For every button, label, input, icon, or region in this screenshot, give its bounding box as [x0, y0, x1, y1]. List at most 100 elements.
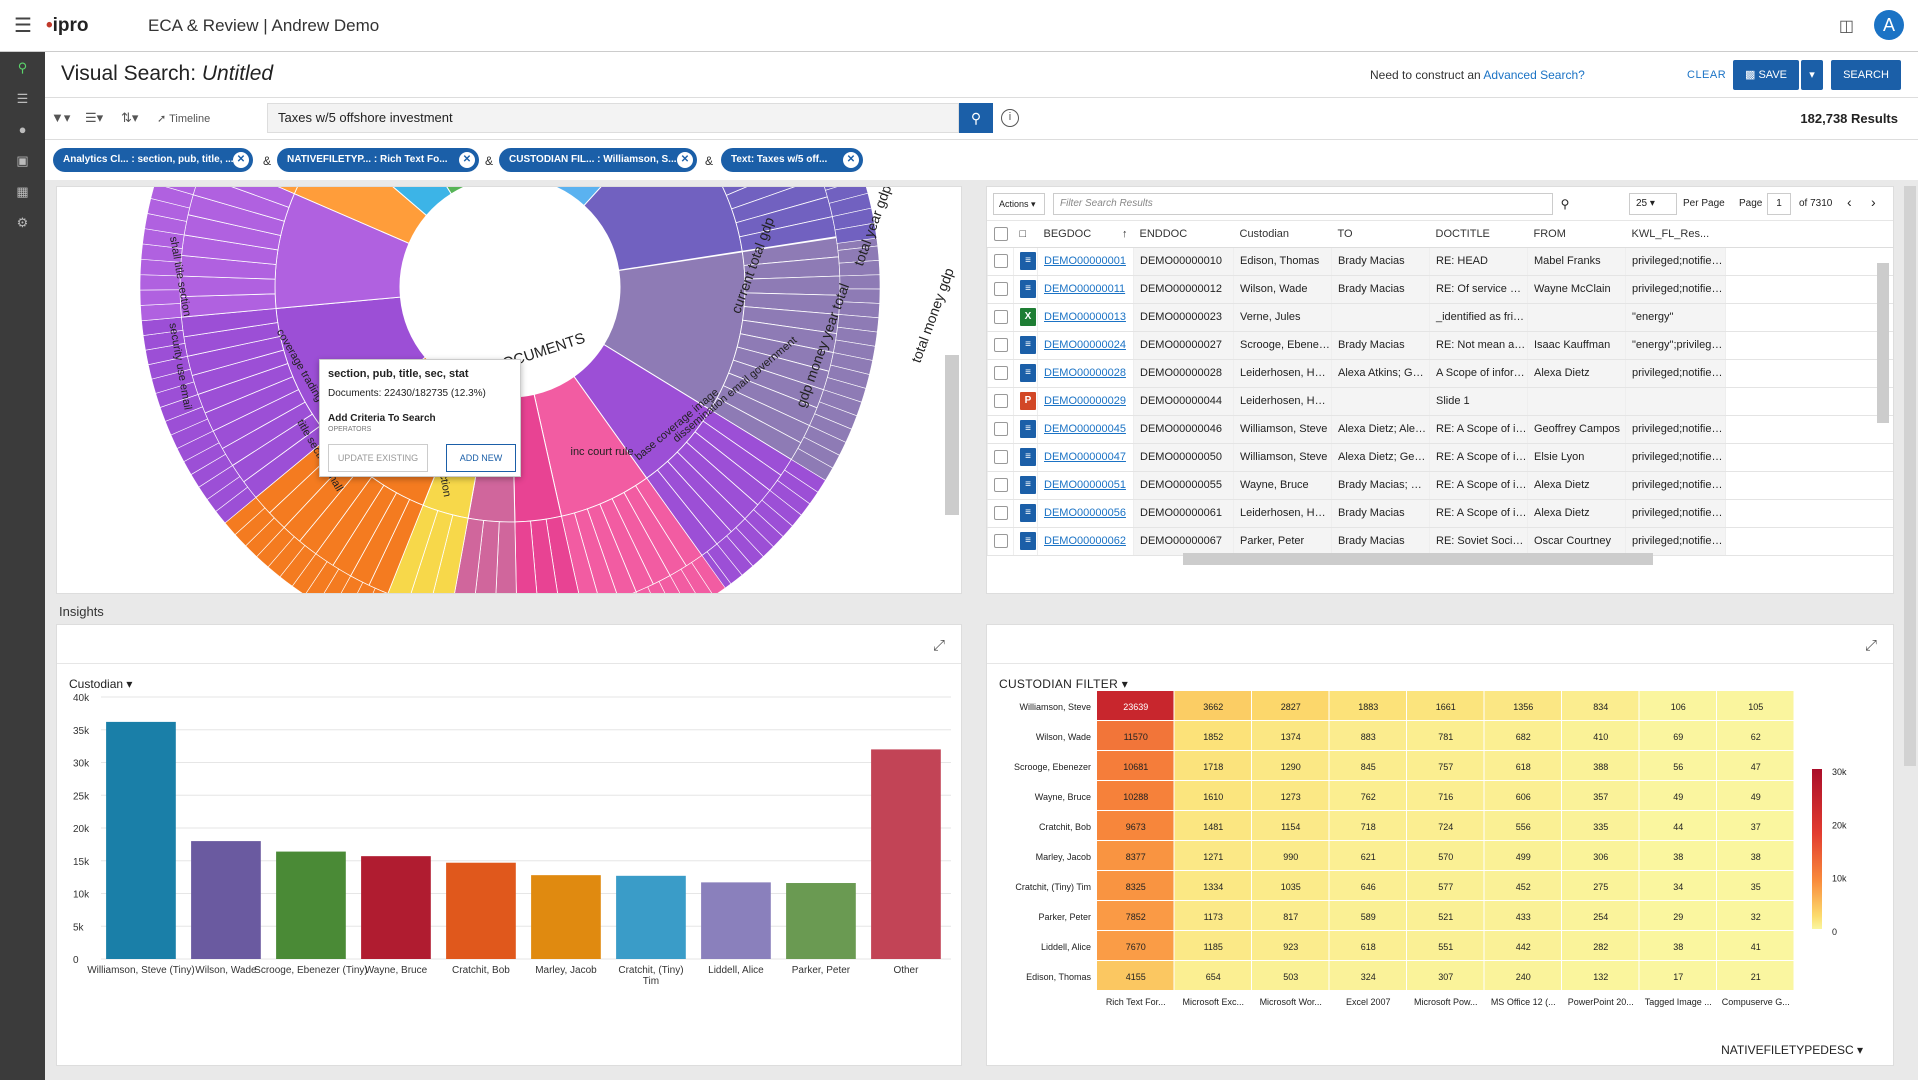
table-row[interactable]: ≡DEMO00000001DEMO00000010Edison, ThomasB…: [988, 247, 1895, 275]
column-header-kwl[interactable]: KWL_FL_Res...: [1626, 221, 1726, 247]
prev-page-icon[interactable]: ‹: [1847, 194, 1852, 210]
list-icon[interactable]: ☰: [0, 83, 45, 114]
heatmap-value: 1610: [1203, 792, 1223, 802]
row-checkbox[interactable]: [988, 527, 1014, 555]
criteria-chip[interactable]: Text: Taxes w/5 off...✕: [721, 148, 863, 172]
document-icon[interactable]: ▦: [0, 176, 45, 207]
heatmap-value: 10288: [1123, 792, 1148, 802]
avatar[interactable]: A: [1874, 10, 1904, 40]
page-scrollbar[interactable]: [1904, 186, 1916, 766]
heatmap-value: 282: [1593, 942, 1608, 952]
actions-dropdown[interactable]: Actions ▾: [993, 193, 1045, 215]
table-row[interactable]: ≡DEMO00000047DEMO00000050Williamson, Ste…: [988, 443, 1895, 471]
save-dropdown-button[interactable]: ▾: [1801, 60, 1823, 90]
scrollbar[interactable]: [945, 355, 959, 515]
column-header-custodian[interactable]: Custodian: [1234, 221, 1332, 247]
select-all-checkbox[interactable]: [988, 221, 1014, 247]
table-row[interactable]: ≡DEMO00000062DEMO00000067Parker, PeterBr…: [988, 527, 1895, 555]
column-header-begdoc[interactable]: BEGDOC ↑: [1038, 221, 1134, 247]
users-icon[interactable]: ●: [0, 114, 45, 145]
column-header-to[interactable]: TO: [1332, 221, 1430, 247]
info-icon[interactable]: i: [1001, 109, 1019, 127]
custodian-filter-select[interactable]: CUSTODIAN FILTER ▾: [999, 677, 1128, 691]
heatmap-value: 834: [1593, 702, 1608, 712]
begdoc-link[interactable]: DEMO00000029: [1038, 387, 1134, 415]
update-existing-button[interactable]: UPDATE EXISTING: [328, 444, 428, 472]
clear-button[interactable]: CLEAR: [1687, 69, 1726, 81]
native-filetype-select[interactable]: NATIVEFILETYPEDESC ▾: [1721, 1043, 1863, 1057]
search-icon[interactable]: ⚲: [1553, 193, 1577, 215]
save-button[interactable]: ▩ SAVE: [1733, 60, 1799, 90]
row-checkbox[interactable]: [988, 247, 1014, 275]
monitor-icon[interactable]: ▣: [0, 145, 45, 176]
begdoc-link[interactable]: DEMO00000051: [1038, 471, 1134, 499]
close-icon[interactable]: ✕: [459, 152, 475, 168]
row-checkbox[interactable]: [988, 415, 1014, 443]
table-row[interactable]: XDEMO00000013DEMO00000023Verne, Jules_id…: [988, 303, 1895, 331]
filter-icon[interactable]: ▼▾: [51, 110, 70, 126]
begdoc-link[interactable]: DEMO00000062: [1038, 527, 1134, 555]
criteria-chip[interactable]: CUSTODIAN FIL... : Williamson, S...✕: [499, 148, 697, 172]
per-page-select[interactable]: 25 ▾: [1629, 193, 1677, 215]
criteria-chip[interactable]: NATIVEFILETYP... : Rich Text Fo...✕: [277, 148, 479, 172]
row-checkbox[interactable]: [988, 471, 1014, 499]
row-checkbox[interactable]: [988, 303, 1014, 331]
expand-icon[interactable]: ⤢: [1865, 637, 1877, 654]
criteria-chip[interactable]: Analytics Cl... : section, pub, title, .…: [53, 148, 253, 172]
begdoc-link[interactable]: DEMO00000047: [1038, 443, 1134, 471]
advanced-search-link[interactable]: Advanced Search?: [1483, 68, 1584, 82]
page-input[interactable]: 1: [1767, 193, 1791, 215]
next-page-icon[interactable]: ›: [1871, 194, 1876, 210]
heatmap-value: 38: [1673, 942, 1683, 952]
horizontal-scrollbar[interactable]: [1183, 553, 1653, 565]
begdoc-link[interactable]: DEMO00000045: [1038, 415, 1134, 443]
row-checkbox[interactable]: [988, 331, 1014, 359]
row-checkbox[interactable]: [988, 275, 1014, 303]
close-icon[interactable]: ✕: [677, 152, 693, 168]
table-row[interactable]: PDEMO00000029DEMO00000044Leiderhosen, Ha…: [988, 387, 1895, 415]
row-checkbox[interactable]: [988, 359, 1014, 387]
begdoc-link[interactable]: DEMO00000011: [1038, 275, 1134, 303]
row-checkbox[interactable]: [988, 443, 1014, 471]
ipro-logo[interactable]: •ipro: [46, 15, 126, 37]
search-button[interactable]: SEARCH: [1831, 60, 1901, 90]
hamburger-menu-icon[interactable]: ☰: [0, 13, 46, 38]
begdoc-link[interactable]: DEMO00000013: [1038, 303, 1134, 331]
table-row[interactable]: ≡DEMO00000028DEMO00000028Leiderhosen, Ha…: [988, 359, 1895, 387]
column-header-from[interactable]: FROM: [1528, 221, 1626, 247]
messages-icon[interactable]: ◫: [1839, 16, 1854, 36]
close-icon[interactable]: ✕: [843, 152, 859, 168]
app-title: ECA & Review | Andrew Demo: [148, 16, 379, 36]
expand-icon[interactable]: ⤢: [933, 637, 945, 654]
filter-results-input[interactable]: Filter Search Results: [1053, 193, 1553, 215]
add-new-button[interactable]: ADD NEW: [446, 444, 516, 472]
table-row[interactable]: ≡DEMO00000051DEMO00000055Wayne, BruceBra…: [988, 471, 1895, 499]
table-row[interactable]: ≡DEMO00000011DEMO00000012Wilson, WadeBra…: [988, 275, 1895, 303]
heatmap-value: 716: [1438, 792, 1453, 802]
table-row[interactable]: ≡DEMO00000056DEMO00000061Leiderhosen, Ha…: [988, 499, 1895, 527]
sort-up-icon[interactable]: ↑: [1122, 228, 1128, 240]
search-submit-icon[interactable]: ⚲: [959, 103, 993, 133]
timeline-button[interactable]: ➚ Timeline: [157, 112, 210, 125]
row-checkbox[interactable]: [988, 387, 1014, 415]
vertical-scrollbar[interactable]: [1877, 263, 1889, 423]
begdoc-link[interactable]: DEMO00000056: [1038, 499, 1134, 527]
column-header-enddoc[interactable]: ENDDOC: [1134, 221, 1234, 247]
column-header-doctitle[interactable]: DOCTITLE: [1430, 221, 1528, 247]
begdoc-link[interactable]: DEMO00000024: [1038, 331, 1134, 359]
hierarchy-icon[interactable]: ☰▾: [85, 110, 103, 126]
begdoc-link[interactable]: DEMO00000028: [1038, 359, 1134, 387]
row-checkbox[interactable]: [988, 499, 1014, 527]
sort-icon[interactable]: ⇅▾: [121, 110, 138, 126]
heatmap-value: 442: [1516, 942, 1531, 952]
close-icon[interactable]: ✕: [233, 152, 249, 168]
search-input[interactable]: Taxes w/5 offshore investment: [267, 103, 959, 133]
doctitle-cell: Slide 1: [1430, 387, 1528, 415]
heatmap-value: 646: [1361, 882, 1376, 892]
search-icon[interactable]: ⚲: [0, 52, 45, 83]
table-row[interactable]: ≡DEMO00000045DEMO00000046Williamson, Ste…: [988, 415, 1895, 443]
begdoc-link[interactable]: DEMO00000001: [1038, 247, 1134, 275]
settings-icon[interactable]: ⚙: [0, 207, 45, 238]
table-row[interactable]: ≡DEMO00000024DEMO00000027Scrooge, Ebenez…: [988, 331, 1895, 359]
enddoc-cell: DEMO00000027: [1134, 331, 1234, 359]
